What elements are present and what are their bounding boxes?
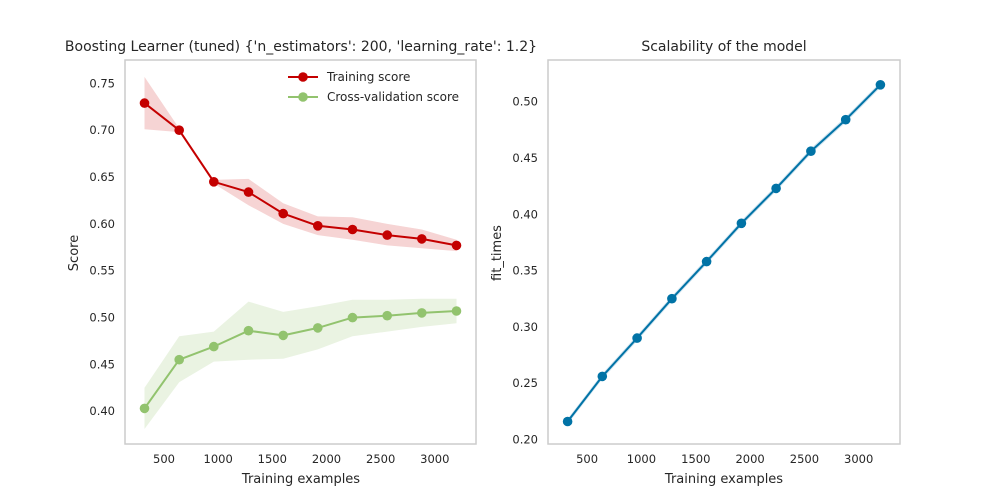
- data-point: [174, 354, 184, 365]
- y-tick-label: 0.40: [512, 207, 538, 221]
- y-tick-label: 0.70: [89, 123, 115, 137]
- confidence-band-0: [144, 76, 457, 252]
- y-axis-label: fit_times: [490, 225, 505, 281]
- y-tick-label: 0.55: [89, 264, 115, 278]
- legend-label-training: Training score: [326, 70, 410, 84]
- data-point: [806, 146, 816, 156]
- data-point: [347, 224, 358, 235]
- x-tick-label: 500: [576, 452, 598, 466]
- x-tick-label: 2000: [735, 452, 764, 466]
- x-tick-label: 3000: [420, 452, 449, 466]
- data-point: [701, 256, 712, 267]
- data-point: [451, 240, 462, 251]
- legend: Training score Cross-validation score: [288, 70, 459, 104]
- x-tick-label: 2500: [790, 452, 819, 466]
- confidence-band-1: [144, 298, 457, 429]
- data-point: [347, 312, 358, 323]
- legend-marker-training: [298, 72, 308, 82]
- y-tick-label: 0.65: [89, 170, 115, 184]
- legend-label-cv: Cross-validation score: [327, 90, 459, 104]
- x-tick-label: 1000: [627, 452, 656, 466]
- y-tick-label: 0.30: [512, 320, 538, 334]
- data-point: [562, 416, 573, 427]
- series-line-0: [143, 102, 457, 247]
- data-point: [632, 333, 642, 343]
- data-point: [597, 371, 608, 382]
- data-point: [382, 310, 393, 321]
- y-tick-label: 0.35: [512, 264, 538, 278]
- y-tick-label: 0.45: [512, 151, 538, 165]
- data-point: [736, 218, 747, 229]
- data-point: [313, 323, 323, 333]
- data-point: [417, 234, 427, 244]
- data-point: [771, 183, 781, 194]
- data-point: [278, 330, 289, 341]
- x-tick-label: 2000: [312, 452, 341, 466]
- x-tick-label: 1500: [681, 452, 710, 466]
- y-tick-label: 0.45: [89, 357, 115, 371]
- y-axis-label: Score: [67, 235, 82, 271]
- data-point: [667, 293, 677, 304]
- confidence-band-0: [567, 82, 881, 425]
- x-tick-label: 3000: [844, 452, 873, 466]
- y-tick-label: 0.25: [512, 376, 538, 390]
- x-tick-label: 1500: [258, 452, 287, 466]
- series-line-0: [566, 84, 882, 423]
- data-point: [840, 114, 851, 125]
- chart-title: Scalability of the model: [641, 39, 806, 55]
- data-point: [451, 306, 462, 316]
- scalability-chart: Scalability of the model Training exampl…: [490, 39, 901, 487]
- data-point: [174, 125, 184, 135]
- data-point: [209, 177, 219, 187]
- data-point: [417, 308, 427, 318]
- x-axis-label: Training examples: [241, 472, 360, 487]
- x-tick-label: 1000: [204, 452, 233, 466]
- y-tick-label: 0.20: [512, 433, 538, 447]
- data-point: [139, 403, 150, 414]
- plot-frame: [547, 59, 901, 445]
- y-tick-label: 0.75: [89, 76, 115, 90]
- y-tick-label: 0.50: [89, 311, 115, 325]
- data-point: [278, 208, 289, 219]
- data-point: [209, 341, 219, 352]
- x-tick-label: 500: [153, 452, 175, 466]
- y-tick-label: 0.50: [512, 95, 538, 109]
- data-point: [139, 98, 150, 108]
- data-point: [243, 325, 254, 336]
- y-tick-label: 0.40: [89, 404, 115, 418]
- learning-curve-chart: Boosting Learner (tuned) {'n_estimators'…: [65, 39, 537, 487]
- x-tick-label: 2500: [366, 452, 395, 466]
- data-point: [875, 80, 886, 90]
- y-tick-label: 0.60: [89, 217, 115, 231]
- chart-title: Boosting Learner (tuned) {'n_estimators'…: [65, 39, 537, 55]
- data-point: [313, 221, 323, 231]
- data-point: [382, 230, 393, 240]
- x-axis-label: Training examples: [664, 472, 783, 487]
- series-line-1: [143, 310, 457, 409]
- data-point: [243, 187, 254, 197]
- legend-marker-cv: [298, 92, 308, 102]
- plot-frame: [124, 59, 477, 445]
